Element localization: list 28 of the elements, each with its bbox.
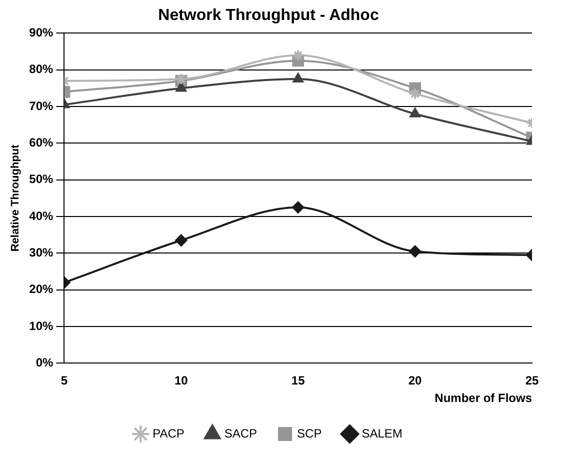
y-tick-label: 60% xyxy=(29,136,54,150)
y-tick-label: 90% xyxy=(29,26,54,40)
point xyxy=(176,82,186,92)
chart-title: Network Throughput - Adhoc xyxy=(158,7,379,24)
legend-label: PACP xyxy=(152,426,184,440)
y-tick-label: 10% xyxy=(29,318,54,333)
x-tick-label: 25 xyxy=(525,374,539,388)
point xyxy=(292,49,304,62)
point xyxy=(175,234,188,246)
y-tick-label: 30% xyxy=(29,246,54,260)
point xyxy=(410,108,420,118)
legend-label: SALEM xyxy=(362,426,402,440)
y-tick-label: 80% xyxy=(29,62,54,76)
y-tick-label: 40% xyxy=(29,208,54,223)
x-axis-title: Number of Flows xyxy=(434,391,532,406)
point xyxy=(292,201,304,214)
x-tick-label: 20 xyxy=(408,374,422,388)
point xyxy=(292,73,304,83)
x-tick-label: 5 xyxy=(60,374,68,388)
y-tick-label: 70% xyxy=(29,98,54,113)
y-axis-title: Relative Throughput xyxy=(10,144,22,252)
x-tick-label: 10 xyxy=(174,374,188,388)
y-tick-label: 20% xyxy=(29,282,54,296)
legend-label: SCP xyxy=(297,426,322,440)
y-tick-label: 50% xyxy=(29,172,54,186)
x-tick-label: 15 xyxy=(291,374,306,388)
legend-label: SACP xyxy=(224,426,258,440)
y-tick-label: 0% xyxy=(36,356,54,370)
